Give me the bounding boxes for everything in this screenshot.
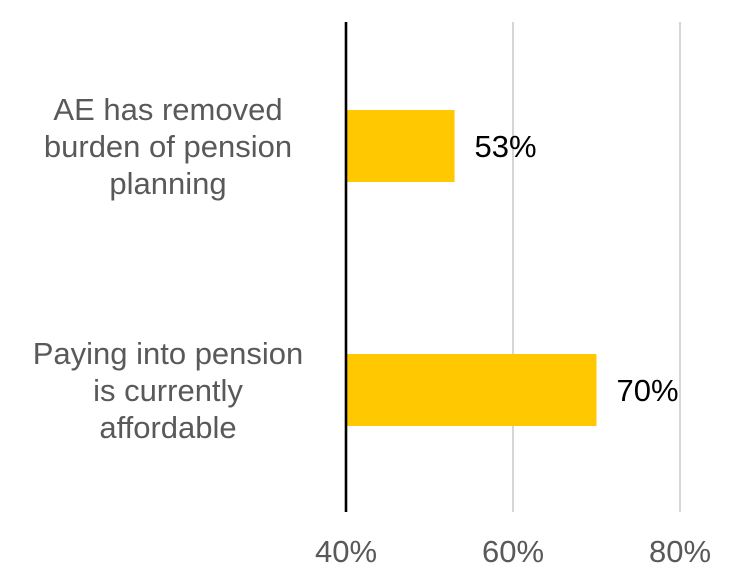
data-label-1: 70% bbox=[617, 373, 679, 408]
category-label-1: Paying into pension is currently affordabl… bbox=[33, 336, 304, 445]
category-label-line: is currently bbox=[93, 373, 243, 408]
category-label-line: Paying into pension bbox=[33, 336, 304, 371]
tick-label-60: 60% bbox=[482, 534, 544, 569]
category-label-line: AE has removed bbox=[53, 92, 282, 127]
data-labels: 53% 70% bbox=[475, 129, 679, 408]
bar-0 bbox=[346, 110, 455, 182]
bars bbox=[346, 110, 597, 426]
tick-label-80: 80% bbox=[649, 534, 711, 569]
gridlines bbox=[512, 22, 681, 512]
bar-1 bbox=[346, 354, 597, 426]
category-label-line: affordable bbox=[99, 410, 236, 445]
category-label-line: planning bbox=[109, 166, 226, 201]
data-label-0: 53% bbox=[475, 129, 537, 164]
category-label-line: burden of pension bbox=[44, 129, 292, 164]
tick-labels: 40% 60% 80% bbox=[315, 534, 711, 569]
category-labels: AE has removed burden of pension planning P… bbox=[33, 92, 304, 445]
tick-label-40: 40% bbox=[315, 534, 377, 569]
category-label-0: AE has removed burden of pension planning bbox=[44, 92, 292, 201]
